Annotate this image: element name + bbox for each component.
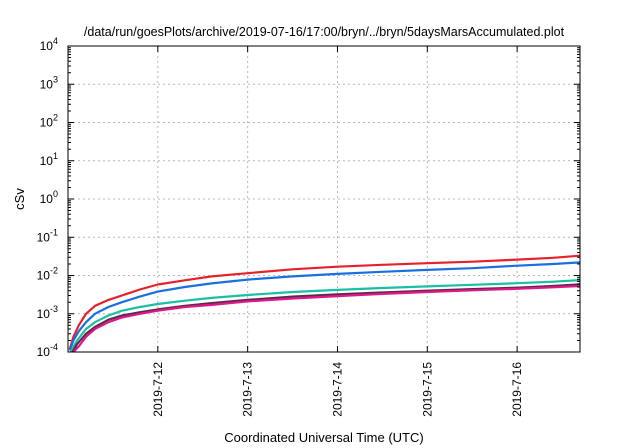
y-tick-label-base: 10 (37, 269, 51, 283)
x-tick-label: 2019-7-13 (241, 362, 255, 417)
x-tick-label: 2019-7-12 (151, 362, 165, 417)
y-tick-label-exponent: -3 (50, 304, 58, 314)
y-tick-label: 104 (40, 36, 58, 53)
y-tick-label: 100 (40, 189, 58, 206)
y-tick-label-exponent: -1 (50, 227, 58, 237)
x-tick-label: 2019-7-15 (420, 362, 434, 417)
grid (68, 46, 580, 352)
chart-title: /data/run/goesPlots/archive/2019-07-16/1… (84, 25, 565, 39)
x-tick-label: 2019-7-14 (330, 362, 344, 417)
y-tick-label: 10-3 (37, 304, 58, 321)
y-tick-label-exponent: 2 (53, 113, 58, 123)
y-tick-label-base: 10 (40, 154, 54, 168)
series-line-3 (69, 279, 580, 352)
y-tick-label-base: 10 (40, 77, 54, 91)
x-axis-ticks: 2019-7-12 2019-7-13 2019-7-14 2019-7-15 2019… (151, 46, 524, 417)
series-line-1 (68, 254, 580, 350)
y-tick-label: 10-1 (37, 227, 58, 244)
y-tick-label-exponent: 1 (53, 151, 58, 161)
y-tick-label-base: 10 (37, 230, 51, 244)
y-tick-label-base: 10 (40, 116, 54, 130)
series-group (68, 254, 580, 352)
x-tick-label: 2019-7-16 (510, 362, 524, 417)
y-tick-label-exponent: -4 (50, 342, 58, 352)
series-line-4 (71, 283, 580, 352)
y-tick-label-base: 10 (40, 192, 54, 206)
y-tick-label-exponent: 3 (53, 74, 58, 84)
y-tick-label: 102 (40, 113, 58, 130)
series-line-2 (68, 261, 580, 351)
series-line-5 (72, 284, 580, 352)
y-axis-label: cSv (12, 188, 27, 210)
y-tick-label-base: 10 (40, 39, 54, 53)
y-tick-label-exponent: 0 (53, 189, 58, 199)
y-tick-label: 103 (40, 74, 58, 91)
y-tick-label-base: 10 (37, 307, 51, 321)
y-tick-label: 10-4 (37, 342, 58, 359)
y-tick-label-exponent: -2 (50, 266, 58, 276)
y-tick-label-base: 10 (37, 345, 51, 359)
y-tick-label: 101 (40, 151, 58, 168)
y-tick-label-exponent: 4 (53, 36, 58, 46)
y-tick-label: 10-2 (37, 266, 58, 283)
x-axis-label: Coordinated Universal Time (UTC) (224, 430, 423, 445)
plot-frame (67, 45, 581, 353)
